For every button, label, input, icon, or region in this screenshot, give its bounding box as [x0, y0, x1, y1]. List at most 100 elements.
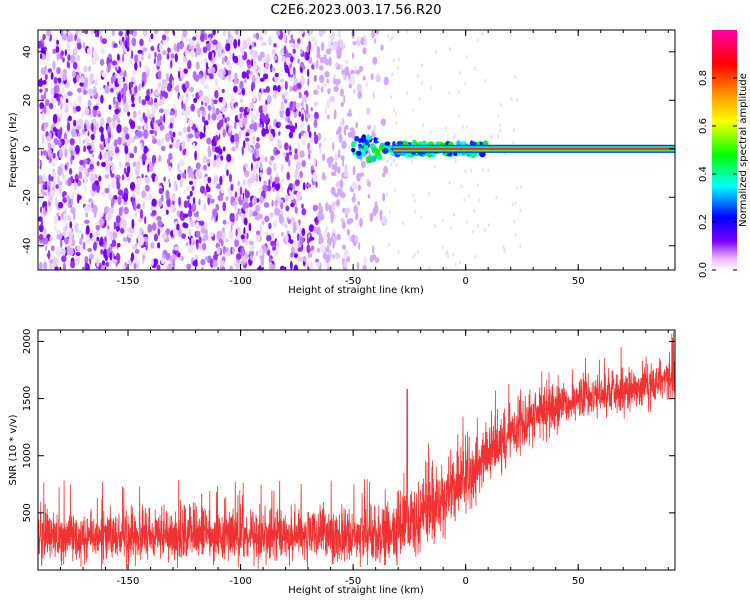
spectrogram-noise-cell [248, 240, 254, 246]
colorbar-gradient [712, 30, 737, 270]
spectrogram-noise-cell [474, 254, 477, 259]
spectrogram-noise-cell [322, 82, 327, 89]
spectrogram-noise-cell [353, 65, 356, 72]
spectrogram-noise-cell [514, 74, 517, 79]
spectrogram-noise-cell [235, 235, 240, 241]
spectrogram-noise-cell [39, 53, 43, 60]
spectrogram-noise-cell [173, 43, 177, 52]
spectrogram-noise-cell [101, 46, 104, 53]
spectrogram-noise-cell [221, 88, 225, 94]
spectrogram-noise-cell [87, 99, 92, 108]
spectrogram-noise-cell [136, 161, 141, 170]
spectrogram-noise-cell [111, 180, 116, 189]
snr-x-tick-label: 0 [462, 576, 468, 587]
spectrogram-noise-cell [260, 154, 265, 163]
spectrogram-noise-cell [47, 142, 52, 149]
spectrogram-noise-cell [250, 162, 253, 172]
spectrogram-noise-cell [350, 234, 357, 243]
spectrogram-noise-cell [126, 141, 131, 147]
spectrogram-noise-cell [53, 257, 57, 264]
spectrogram-noise-cell [244, 190, 250, 199]
spectrogram-noise-cell [84, 261, 87, 269]
spectrogram-noise-cell [216, 121, 222, 131]
spectrogram-signal-cell [469, 151, 477, 158]
spectrogram-noise-cell [217, 68, 223, 79]
spectrogram-noise-cell [107, 62, 111, 73]
spectrogram-noise-cell [141, 153, 147, 162]
colorbar: 0.0 0.2 0.4 0.6 0.8 Normalized spectral ampl… [698, 30, 749, 278]
spectrogram-noise-cell [154, 91, 160, 96]
spectrogram-noise-cell [286, 58, 291, 66]
spectrogram-noise-cell [194, 74, 200, 82]
spectrogram-noise-cell [78, 237, 83, 246]
spectrogram-noise-cell [89, 111, 94, 118]
spectrogram-noise-cell [165, 209, 169, 215]
spectrogram-noise-cell [117, 195, 122, 206]
spectrogram-noise-cell [411, 159, 414, 164]
spectrogram-noise-cell [60, 96, 63, 103]
spectrogram-noise-cell [320, 30, 326, 34]
spectrogram-noise-cell [57, 166, 63, 176]
spectrogram-noise-cell [169, 110, 174, 116]
spectrogram-noise-cell [248, 73, 251, 78]
spectrogram-noise-cell [144, 116, 148, 124]
spectrogram-noise-cell [62, 30, 67, 35]
spectrogram-noise-cell [209, 36, 213, 45]
spectrogram-noise-cell [288, 190, 292, 195]
spectrogram-noise-cell [221, 56, 225, 65]
spectrogram-noise-cell [273, 249, 279, 257]
spectrogram-noise-cell [380, 44, 384, 51]
spectrogram-noise-cell [258, 213, 263, 220]
spectrogram-noise-cell [350, 75, 355, 86]
spectrogram-noise-cell [163, 91, 169, 99]
spectrogram-noise-cell [292, 224, 297, 234]
spectrogram-noise-cell [355, 212, 359, 221]
spectrogram-noise-cell [157, 82, 162, 87]
spectrogram-noise-cell [100, 117, 105, 125]
spectrogram-noise-cell [51, 245, 55, 252]
spectrogram-noise-cell [277, 138, 282, 149]
spectrogram-noise-cell [41, 192, 47, 196]
spectrogram-noise-cell [146, 108, 150, 119]
spectrogram-noise-cell [330, 186, 336, 196]
spectrogram-noise-cell [272, 186, 276, 192]
spectrogram-noise-cell [230, 157, 235, 164]
spectrogram-noise-cell [310, 245, 315, 251]
spectrogram-noise-cell [138, 110, 141, 116]
spectrogram-noise-cell [300, 75, 305, 86]
spectrogram-noise-cell [178, 228, 183, 237]
spectrogram-noise-cell [343, 43, 346, 49]
spectrogram-noise-cell [173, 246, 180, 251]
spectrogram-noise-cell [259, 196, 264, 204]
spectrogram-noise-cell [135, 130, 141, 137]
spectrogram-noise-cell [127, 233, 133, 239]
spectrogram-noise-cell [69, 247, 74, 256]
spectrogram-noise-cell [314, 38, 318, 49]
spectrogram-noise-cell [180, 71, 184, 81]
spectrogram-noise-cell [338, 39, 344, 48]
spectrogram-noise-cell [274, 199, 279, 207]
spectrogram-noise-cell [71, 128, 76, 138]
spectrogram-noise-cell [352, 52, 355, 59]
spectrogram-noise-cell [194, 259, 198, 267]
spectrogram-noise-cell [512, 140, 515, 145]
spectrogram-noise-cell [168, 182, 171, 188]
spectrogram-noise-cell [463, 197, 466, 202]
spectrogram-noise-cell [499, 123, 502, 128]
spectrogram-noise-cell [183, 103, 186, 111]
spectrogram-noise-cell [173, 229, 178, 237]
spectrogram-noise-cell [392, 58, 395, 63]
spectrogram-noise-cell [222, 46, 226, 55]
spectrogram-noise-cell [313, 111, 319, 120]
spectrogram-noise-cell [406, 91, 409, 96]
spectrogram-noise-cell [137, 49, 143, 54]
spectrogram-noise-cell [151, 209, 157, 216]
spectrogram-noise-cell [63, 226, 67, 233]
spectrogram-noise-cell [109, 79, 112, 87]
spectrogram-noise-cell [139, 142, 143, 152]
spectrogram-noise-cell [55, 46, 60, 54]
spectrogram-noise-cell [197, 171, 203, 179]
spectrogram-noise-cell [47, 185, 51, 193]
spectrogram-noise-cell [81, 233, 84, 240]
spectrogram-noise-cell [177, 173, 181, 181]
